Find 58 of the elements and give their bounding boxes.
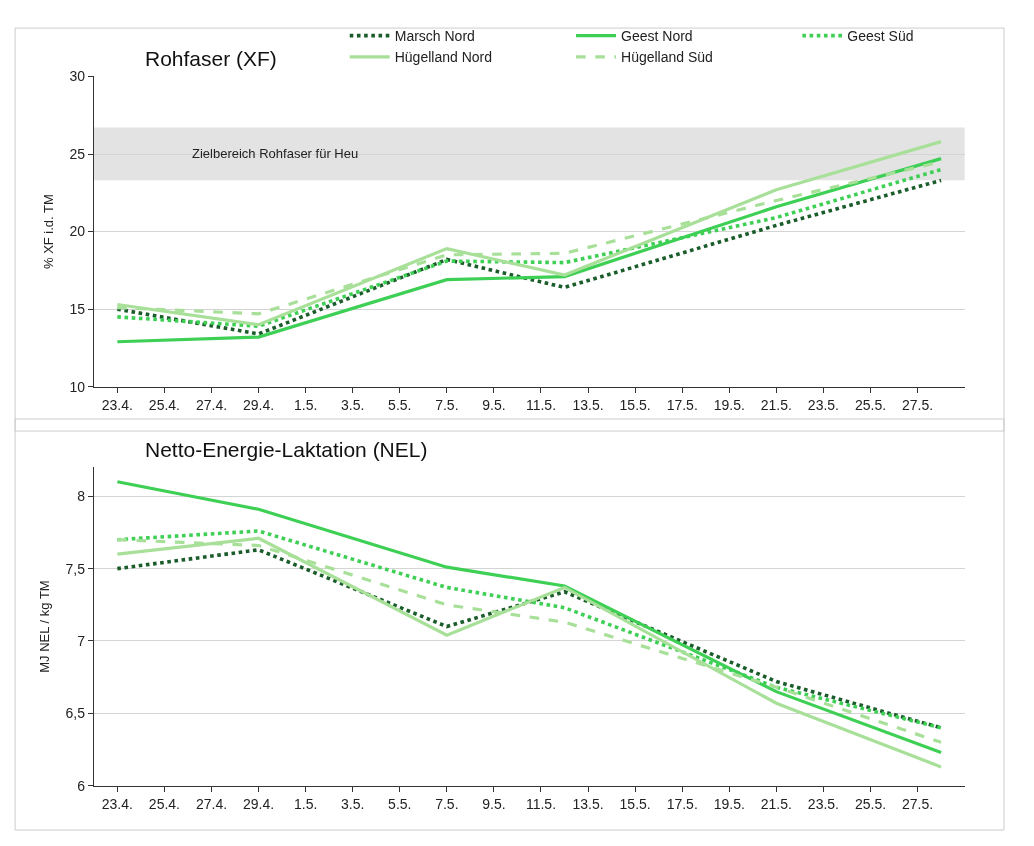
legend-label: Hügelland Nord (394, 49, 493, 66)
x-tick-label: 13.5. (572, 795, 604, 812)
chart-title: Netto-Energie-Laktation (NEL) (145, 438, 428, 461)
x-tick-label: 21.5. (760, 795, 792, 812)
x-tick-label: 17.5. (666, 396, 698, 413)
band-label: Zielbereich Rohfaser für Heu (192, 146, 359, 161)
x-tick-label: 11.5. (525, 396, 557, 413)
y-tick-label: 10 (69, 378, 86, 395)
legend-label: Geest Nord (621, 28, 693, 45)
legend-label: Marsch Nord (394, 28, 475, 45)
line-series (115, 139, 943, 327)
x-tick-label: 25.4. (148, 396, 180, 413)
y-tick-label: 7 (77, 632, 86, 649)
x-tick-label: 27.4. (195, 396, 228, 413)
x-tick-label: 19.5. (713, 795, 745, 812)
y-tick-label: 6 (77, 777, 86, 794)
y-axis-title: % XF i.d. TM (41, 194, 57, 270)
x-tick-label: 23.4. (101, 396, 133, 413)
chart-title: Rohfaser (XF) (145, 47, 277, 70)
x-tick-label: 27.5. (902, 396, 934, 413)
y-tick-label: 8 (77, 488, 86, 505)
x-tick-label: 9.5. (482, 795, 506, 812)
y-tick-label: 30 (69, 68, 86, 85)
y-tick-label: 25 (69, 145, 86, 162)
y-axis-title: MJ NEL / kg TM (37, 580, 53, 673)
x-tick-label: 23.5. (807, 396, 839, 413)
x-tick-label: 29.4. (242, 795, 275, 812)
x-tick-label: 5.5. (388, 396, 412, 413)
x-tick-label: 23.5. (807, 795, 839, 812)
x-tick-label: 23.4. (101, 795, 133, 812)
x-tick-label: 11.5. (525, 795, 557, 812)
x-tick-label: 5.5. (388, 795, 412, 812)
x-tick-label: 1.5. (293, 396, 318, 413)
y-tick-label: 7,5 (65, 560, 86, 577)
x-tick-label: 25.5. (854, 795, 887, 812)
y-tick-label: 20 (69, 223, 86, 240)
x-tick-label: 19.5. (713, 396, 745, 413)
x-tick-label: 1.5. (293, 795, 318, 812)
x-tick-label: 17.5. (666, 795, 698, 812)
x-tick-label: 15.5. (619, 396, 651, 413)
y-tick-label: 6,5 (65, 705, 86, 722)
y-tick-label: 15 (69, 301, 86, 318)
x-tick-label: 3.5. (341, 795, 365, 812)
x-tick-label: 3.5. (341, 396, 365, 413)
x-tick-label: 27.5. (902, 795, 934, 812)
line-series (115, 480, 943, 755)
x-tick-label: 15.5. (619, 795, 651, 812)
legend-label: Geest Süd (847, 28, 914, 45)
x-tick-label: 27.4. (195, 795, 228, 812)
x-tick-label: 25.4. (148, 795, 180, 812)
x-tick-label: 29.4. (242, 396, 275, 413)
x-tick-label: 9.5. (482, 396, 506, 413)
x-tick-label: 7.5. (435, 396, 459, 413)
x-tick-label: 21.5. (760, 396, 792, 413)
x-tick-label: 13.5. (572, 396, 604, 413)
legend-label: Hügelland Süd (621, 49, 713, 66)
x-tick-label: 25.5. (854, 396, 887, 413)
x-tick-label: 7.5. (435, 795, 459, 812)
